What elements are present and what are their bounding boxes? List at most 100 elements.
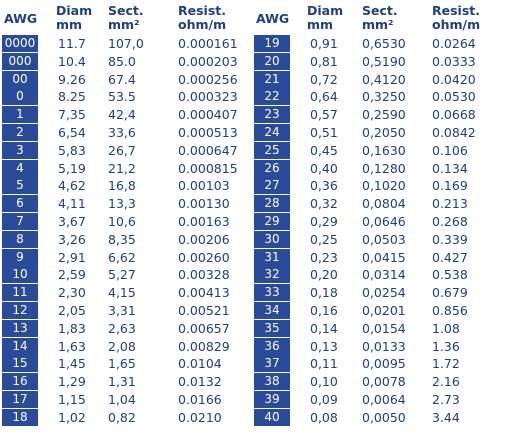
sect-cell: 6,62 <box>108 250 136 265</box>
resist-cell: 0.0842 <box>432 125 476 140</box>
resist-cell: 0.538 <box>432 267 468 282</box>
awg-cell: 26 <box>254 160 290 177</box>
sect-cell: 0,2050 <box>362 125 406 140</box>
diam-cell: 9.26 <box>58 72 86 87</box>
resist-cell: 1.72 <box>432 356 460 371</box>
diam-cell: 1,15 <box>58 392 86 407</box>
awg-cell: 38 <box>254 373 290 390</box>
diam-cell: 1,29 <box>58 374 86 389</box>
resist-cell: 0.0132 <box>178 374 222 389</box>
awg-cell: 33 <box>254 284 290 301</box>
diam-cell: 0,14 <box>310 321 338 336</box>
sect-cell: 8,35 <box>108 232 136 247</box>
diam-cell: 11.7 <box>58 36 86 51</box>
diam-cell: 0,40 <box>310 161 338 176</box>
resist-cell: 0.00163 <box>178 214 230 229</box>
diam-cell: 4,11 <box>58 196 86 211</box>
awg-cell: 34 <box>254 302 290 319</box>
header-resist-right: Resist. <box>432 3 480 18</box>
awg-cell: 00 <box>2 71 38 88</box>
diam-cell: 2,59 <box>58 267 86 282</box>
resist-cell: 0.427 <box>432 250 468 265</box>
diam-cell: 0,45 <box>310 143 338 158</box>
sect-cell: 0,1630 <box>362 143 406 158</box>
diam-cell: 0,64 <box>310 89 338 104</box>
resist-cell: 0.0264 <box>432 36 476 51</box>
diam-cell: 0,10 <box>310 374 338 389</box>
sect-cell: 53.5 <box>108 89 136 104</box>
resist-cell: 0.00521 <box>178 303 230 318</box>
awg-cell: 35 <box>254 320 290 337</box>
diam-cell: 1,63 <box>58 339 86 354</box>
diam-cell: 0,20 <box>310 267 338 282</box>
awg-cell: 29 <box>254 213 290 230</box>
awg-cell: 13 <box>2 320 38 337</box>
awg-cell: 19 <box>254 35 290 52</box>
diam-cell: 3,67 <box>58 214 86 229</box>
awg-cell: 20 <box>254 53 290 70</box>
sect-cell: 67.4 <box>108 72 136 87</box>
sect-cell: 42,4 <box>108 107 136 122</box>
header-diam-right: Diam <box>307 3 344 18</box>
awg-cell: 1 <box>2 106 38 123</box>
resist-cell: 0.00829 <box>178 339 230 354</box>
header-diam-unit-left: mm <box>56 17 83 32</box>
sect-cell: 0,4120 <box>362 72 406 87</box>
awg-cell: 17 <box>2 391 38 408</box>
diam-cell: 0,72 <box>310 72 338 87</box>
resist-cell: 0.106 <box>432 143 468 158</box>
sect-cell: 1,04 <box>108 392 136 407</box>
sect-cell: 0,0646 <box>362 214 406 229</box>
awg-cell: 21 <box>254 71 290 88</box>
sect-cell: 0,6530 <box>362 36 406 51</box>
awg-cell: 40 <box>254 409 290 426</box>
sect-cell: 4,15 <box>108 285 136 300</box>
sect-cell: 0,1280 <box>362 161 406 176</box>
resist-cell: 0.0333 <box>432 54 476 69</box>
sect-cell: 0,0050 <box>362 410 406 425</box>
header-awg-left: AWG <box>4 11 38 26</box>
sect-cell: 0,3250 <box>362 89 406 104</box>
sect-cell: 2,08 <box>108 339 136 354</box>
diam-cell: 0,08 <box>310 410 338 425</box>
header-diam-unit-right: mm <box>307 17 334 32</box>
resist-cell: 1.08 <box>432 321 460 336</box>
sect-cell: 0,0415 <box>362 250 406 265</box>
awg-cell: 39 <box>254 391 290 408</box>
diam-cell: 1,02 <box>58 410 86 425</box>
header-sect-right: Sect. <box>362 3 398 18</box>
diam-cell: 8.25 <box>58 89 86 104</box>
resist-cell: 0.00260 <box>178 250 230 265</box>
sect-cell: 0,0254 <box>362 285 406 300</box>
awg-cell: 11 <box>2 284 38 301</box>
sect-cell: 0,0095 <box>362 356 406 371</box>
resist-cell: 0.0668 <box>432 107 476 122</box>
diam-cell: 0,18 <box>310 285 338 300</box>
awg-cell: 18 <box>2 409 38 426</box>
diam-cell: 0,57 <box>310 107 338 122</box>
diam-cell: 6,54 <box>58 125 86 140</box>
awg-cell: 2 <box>2 124 38 141</box>
diam-cell: 0,32 <box>310 196 338 211</box>
resist-cell: 0.000203 <box>178 54 238 69</box>
resist-cell: 0.0530 <box>432 89 476 104</box>
header-resist-left: Resist. <box>178 3 226 18</box>
diam-cell: 5,83 <box>58 143 86 158</box>
sect-cell: 2,63 <box>108 321 136 336</box>
awg-cell: 23 <box>254 106 290 123</box>
diam-cell: 1,45 <box>58 356 86 371</box>
sect-cell: 33,6 <box>108 125 136 140</box>
diam-cell: 0,09 <box>310 392 338 407</box>
resist-cell: 2.73 <box>432 392 460 407</box>
diam-cell: 3,26 <box>58 232 86 247</box>
sect-cell: 10,6 <box>108 214 136 229</box>
header-awg-right: AWG <box>256 11 290 26</box>
awg-cell: 0 <box>2 88 38 105</box>
header-resist-unit-right: ohm/m <box>432 17 481 32</box>
resist-cell: 3.44 <box>432 410 460 425</box>
awg-cell: 3 <box>2 142 38 159</box>
diam-cell: 0,25 <box>310 232 338 247</box>
awg-cell: 4 <box>2 160 38 177</box>
resist-cell: 0.00103 <box>178 178 230 193</box>
diam-cell: 7,35 <box>58 107 86 122</box>
